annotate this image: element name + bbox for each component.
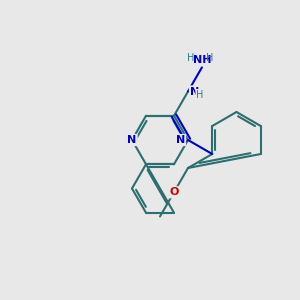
Text: NH: NH bbox=[193, 55, 211, 65]
Text: H: H bbox=[187, 53, 194, 63]
Text: H: H bbox=[196, 89, 203, 100]
Text: N: N bbox=[190, 86, 199, 97]
Text: H: H bbox=[206, 53, 213, 63]
Text: O: O bbox=[169, 187, 179, 197]
Text: N: N bbox=[176, 135, 185, 145]
Text: N: N bbox=[128, 135, 136, 145]
